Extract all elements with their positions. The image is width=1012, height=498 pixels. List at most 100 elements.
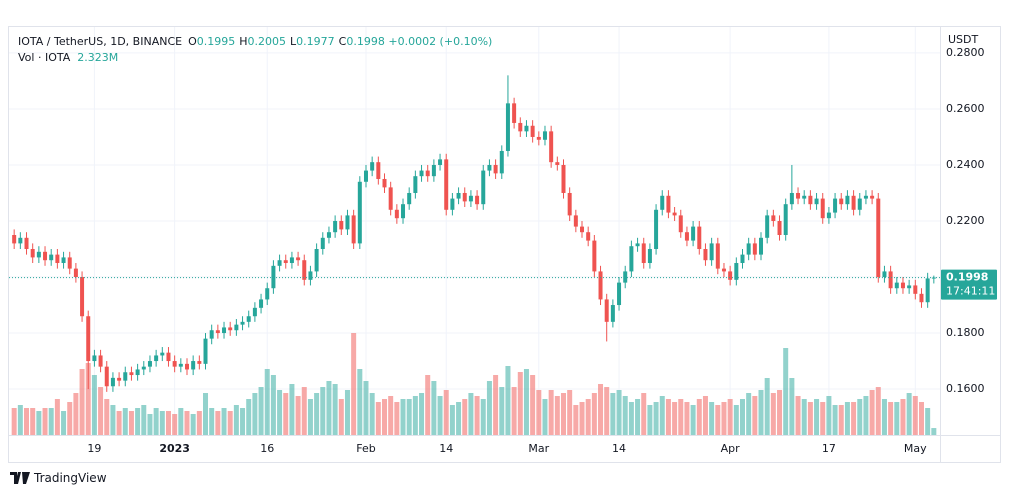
volume-bar (912, 396, 918, 435)
volume-bar (153, 408, 159, 435)
candle-body (505, 103, 510, 151)
candle-body (388, 187, 393, 210)
candle-body (215, 330, 220, 334)
candle-body (833, 198, 838, 213)
candle-body (104, 366, 109, 387)
x-tick-label: 14 (612, 442, 626, 455)
volume-bar (635, 399, 641, 435)
candle-body (913, 285, 918, 294)
volume-bar (289, 384, 295, 435)
candle-body (752, 243, 757, 255)
candle-body (246, 316, 251, 322)
candle-body (561, 164, 566, 193)
candle-body (518, 122, 523, 132)
candle-body (684, 232, 689, 241)
volume-bar (30, 408, 36, 435)
candle-body (450, 198, 455, 210)
volume-bar (709, 402, 715, 435)
volume-bar (820, 402, 826, 435)
volume-bar (190, 414, 196, 435)
volume-bar (548, 390, 554, 435)
volume-bar (270, 375, 276, 435)
volume-bar (61, 411, 67, 435)
volume-bar (301, 387, 307, 435)
candle-body (271, 265, 276, 289)
volume-bar (363, 381, 369, 435)
candle-body (172, 361, 177, 367)
candle-body (678, 215, 683, 233)
candle-body (493, 164, 498, 174)
candle-body (98, 355, 103, 367)
volume-bar (801, 399, 807, 435)
volume-bar (351, 333, 357, 435)
volume-bar (42, 408, 48, 435)
candle-body (363, 170, 368, 182)
volume-bar (203, 393, 209, 435)
candle-body (524, 125, 529, 132)
volume-bar (240, 408, 246, 435)
volume-bar (382, 399, 388, 435)
candle-body (314, 249, 319, 272)
x-tick-label: 16 (260, 442, 274, 455)
candle-body (289, 257, 294, 264)
volume-bar (227, 411, 233, 435)
candle-body (870, 195, 875, 199)
volume-bar (196, 411, 202, 435)
candle-body (36, 251, 41, 258)
candle-body (802, 195, 807, 199)
volume-bar (715, 405, 721, 435)
candle-body (259, 299, 264, 308)
volume-bar (789, 378, 795, 435)
candle-body (425, 170, 430, 177)
candle-body (894, 282, 899, 289)
candle-body (814, 198, 819, 205)
candle-body (413, 176, 418, 193)
volume-bar (807, 402, 813, 435)
candle-body (709, 243, 714, 261)
candle-body (80, 277, 85, 317)
volume-bar (36, 411, 42, 435)
candle-body (419, 170, 424, 177)
candle-body (462, 192, 467, 202)
volume-bar (178, 408, 184, 435)
volume-bar (702, 396, 708, 435)
candle-body (265, 288, 270, 300)
volume-bar (48, 408, 54, 435)
candle-body (820, 198, 825, 219)
candle-body (431, 164, 436, 177)
volume-bar (554, 396, 560, 435)
candle-body (487, 164, 492, 171)
volume-bar (456, 402, 462, 435)
candle-body (512, 103, 517, 123)
volume-bar (480, 399, 486, 435)
candle-body (73, 268, 78, 278)
volume-bar (511, 387, 517, 435)
volume-bar (567, 390, 573, 435)
candle-body (12, 235, 17, 244)
candle-body (110, 377, 115, 387)
candle-body (839, 198, 844, 205)
volume-bar (573, 405, 579, 435)
volume-bar (400, 399, 406, 435)
candle-body (629, 246, 634, 272)
y-tick-label: 0.2200 (946, 214, 985, 227)
candle-body (888, 271, 893, 289)
candle-body (166, 352, 171, 362)
candle-body (703, 249, 708, 261)
volume-bar (264, 369, 270, 435)
volume-bar (863, 396, 869, 435)
volume-bar (215, 411, 221, 435)
volume-bar (560, 393, 566, 435)
candle-body (549, 131, 554, 163)
volume-bar (11, 408, 17, 435)
candle-body (394, 209, 399, 219)
candle-body (86, 316, 91, 362)
volume-bar (468, 393, 474, 435)
candle-body (697, 226, 702, 250)
candle-body (456, 192, 461, 199)
volume-bar (665, 399, 671, 435)
volume-bar (739, 399, 745, 435)
volume-bar (165, 411, 171, 435)
